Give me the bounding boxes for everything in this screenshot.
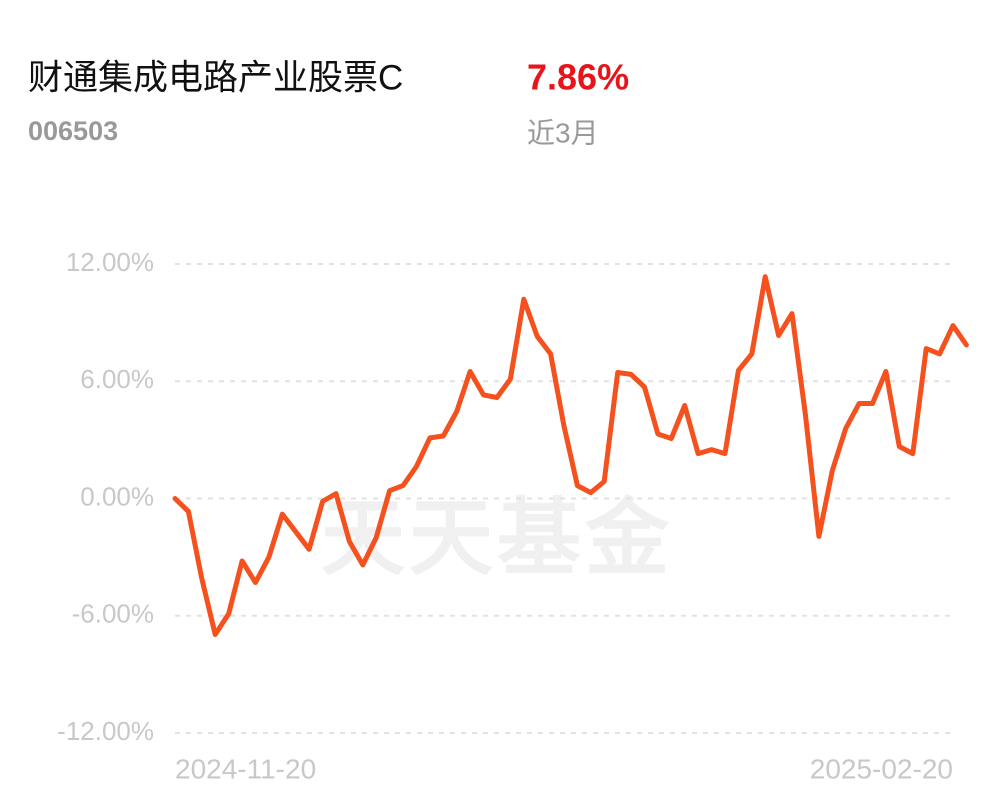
period: 近3月	[527, 117, 599, 148]
y-tick-label: 0.00%	[80, 481, 154, 511]
y-tick-label: 6.00%	[80, 364, 154, 394]
line	[172, 274, 969, 637]
y-tick-label: -6.00%	[72, 599, 154, 629]
fund-code: 006503	[28, 116, 118, 146]
y-tick-label: 12.00%	[66, 247, 154, 277]
watermark: 天天基金	[321, 491, 673, 585]
fund-name: 财通集成电路产业股票C	[28, 58, 403, 97]
return: 7.86%	[527, 57, 629, 98]
y-tick-label: -12.00%	[57, 716, 154, 746]
x-tick-label: 2024-11-20	[175, 753, 316, 784]
x-tick-label: 2025-02-20	[810, 753, 953, 784]
